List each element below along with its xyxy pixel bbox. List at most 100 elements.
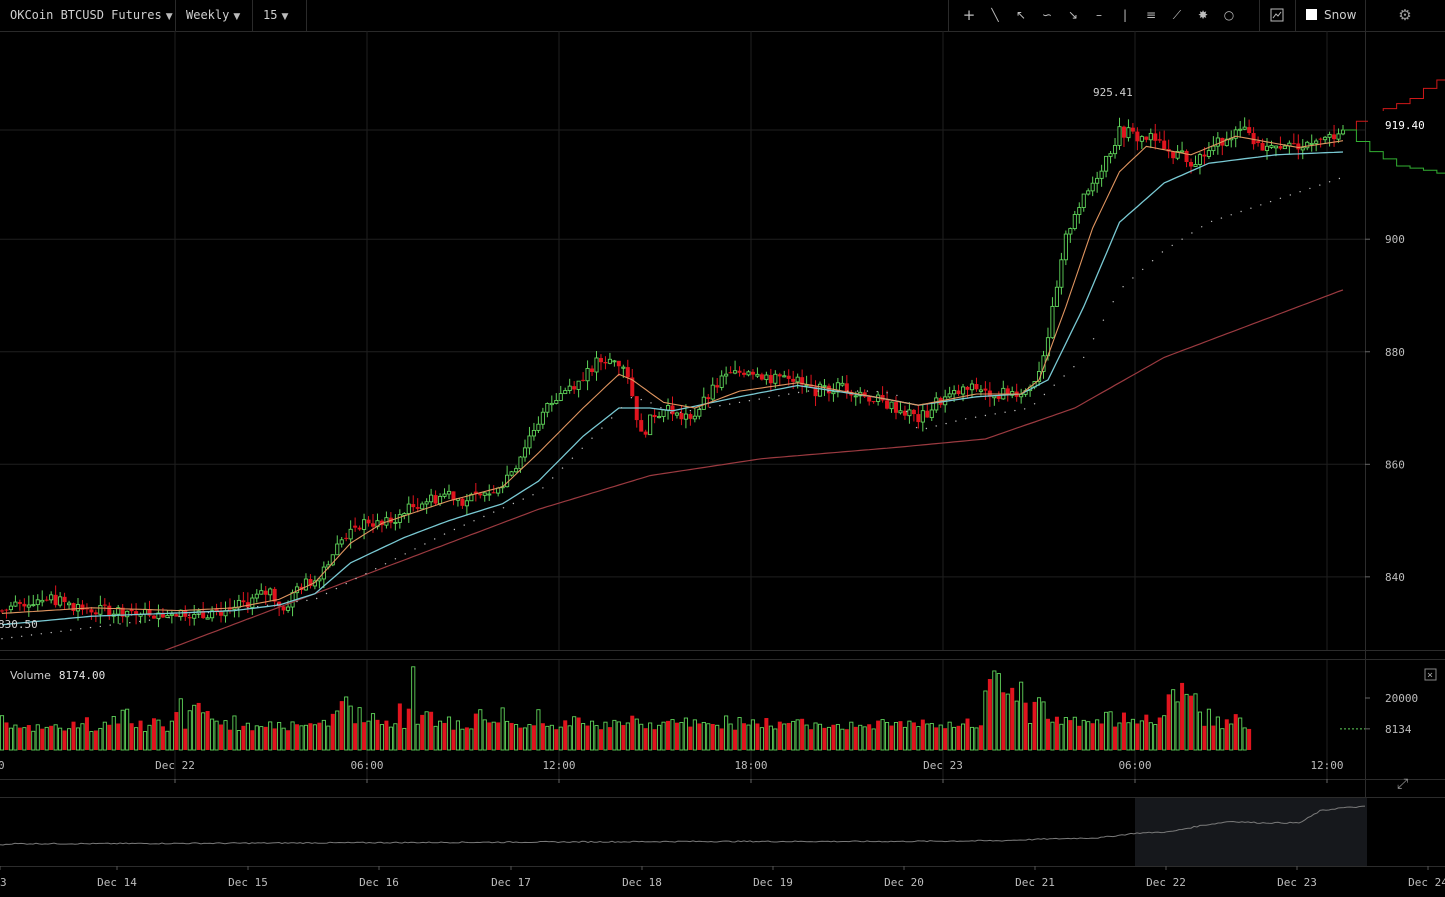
volume-bar[interactable]: [929, 723, 934, 751]
volume-bar[interactable]: [223, 720, 228, 751]
volume-bar[interactable]: [1028, 723, 1033, 751]
volume-bar[interactable]: [98, 727, 103, 751]
volume-bar[interactable]: [987, 679, 992, 750]
volume-bar[interactable]: [527, 724, 532, 751]
volume-bar[interactable]: [478, 709, 483, 751]
volume-bar[interactable]: [317, 722, 322, 750]
candle-body[interactable]: [362, 519, 367, 530]
candle-body[interactable]: [639, 420, 644, 432]
candle-body[interactable]: [759, 374, 764, 380]
volume-bar[interactable]: [464, 727, 469, 750]
candle-body[interactable]: [1291, 143, 1296, 145]
volume-bar[interactable]: [214, 720, 219, 751]
candle-body[interactable]: [536, 423, 541, 431]
candle-body[interactable]: [961, 386, 966, 395]
volume-bar[interactable]: [1019, 681, 1024, 751]
time-axis[interactable]: 0 Dec 22 06:00 12:00 18:00 Dec 23 06:00 12:00: [0, 759, 1344, 783]
volume-bar[interactable]: [393, 723, 398, 751]
candle-body[interactable]: [558, 393, 563, 401]
candle-body[interactable]: [585, 368, 590, 382]
vertical-line-icon[interactable]: |: [1122, 8, 1128, 22]
candle-body[interactable]: [867, 396, 872, 402]
volume-bar[interactable]: [183, 728, 188, 750]
volume-bar[interactable]: [733, 729, 738, 750]
candle-body[interactable]: [1305, 141, 1310, 149]
horizontal-line-icon[interactable]: –: [1096, 8, 1102, 22]
volume-bar[interactable]: [75, 727, 81, 751]
candle-body[interactable]: [66, 602, 72, 606]
volume-bar[interactable]: [817, 723, 823, 751]
volume-bar[interactable]: [965, 718, 970, 750]
candle-body[interactable]: [366, 519, 371, 524]
candle-body[interactable]: [947, 393, 952, 398]
candle-body[interactable]: [514, 468, 519, 473]
candle-body[interactable]: [415, 507, 420, 509]
volume-bar[interactable]: [321, 719, 326, 751]
volume-bar[interactable]: [1202, 725, 1207, 750]
candle-body[interactable]: [13, 601, 18, 607]
candle-body[interactable]: [1309, 142, 1314, 145]
volume-bar[interactable]: [379, 724, 385, 751]
candle-body[interactable]: [616, 360, 621, 367]
volume-bar[interactable]: [71, 721, 76, 750]
volume-bar[interactable]: [44, 726, 49, 751]
candle-body[interactable]: [697, 408, 702, 417]
volume-bar[interactable]: [1117, 722, 1122, 751]
candle-body[interactable]: [102, 604, 107, 606]
volume-bar[interactable]: [455, 720, 460, 751]
volume-bar[interactable]: [473, 713, 478, 750]
line-icon[interactable]: ╲: [991, 8, 999, 22]
volume-bar[interactable]: [907, 720, 912, 751]
snow-checkbox[interactable]: [1306, 9, 1317, 20]
candle-body[interactable]: [795, 376, 800, 383]
circle-icon[interactable]: ○: [1223, 8, 1235, 22]
candle-body[interactable]: [844, 383, 849, 392]
volume-bar[interactable]: [268, 721, 273, 751]
candle-body[interactable]: [442, 493, 447, 497]
candle-body[interactable]: [665, 405, 671, 411]
volume-bar[interactable]: [165, 730, 170, 751]
volume-bar[interactable]: [362, 722, 367, 750]
volume-bar[interactable]: [969, 726, 975, 751]
price-plot[interactable]: [0, 117, 1346, 712]
candle-body[interactable]: [134, 611, 139, 616]
candle-body[interactable]: [674, 412, 680, 416]
candle-body[interactable]: [22, 603, 27, 607]
candle-body[interactable]: [1300, 147, 1305, 151]
volume-bar[interactable]: [558, 726, 563, 751]
candle-body[interactable]: [1104, 155, 1109, 172]
candle-body[interactable]: [250, 597, 255, 608]
candle-body[interactable]: [116, 607, 121, 615]
volume-bar[interactable]: [0, 715, 5, 751]
candle-body[interactable]: [8, 605, 13, 611]
candle-body[interactable]: [1171, 151, 1176, 159]
volume-bar[interactable]: [210, 718, 215, 751]
volume-bar[interactable]: [1068, 720, 1073, 750]
volume-bar[interactable]: [254, 725, 259, 751]
volume-bar[interactable]: [1211, 725, 1216, 750]
volume-bar[interactable]: [697, 723, 702, 750]
volume-bar[interactable]: [370, 713, 376, 751]
candle-body[interactable]: [1144, 136, 1149, 140]
candle-body[interactable]: [353, 525, 358, 528]
volume-bar[interactable]: [58, 727, 63, 751]
candle-body[interactable]: [49, 594, 54, 601]
volume-bar[interactable]: [1157, 717, 1162, 751]
candle-body[interactable]: [1059, 259, 1064, 288]
candle-body[interactable]: [1157, 139, 1162, 141]
candle-body[interactable]: [335, 543, 340, 556]
volume-bar[interactable]: [791, 720, 796, 751]
volume-bar[interactable]: [719, 728, 724, 750]
volume-bar[interactable]: [201, 712, 206, 751]
volume-bar[interactable]: [862, 726, 867, 751]
volume-bar[interactable]: [858, 724, 863, 751]
volume-bar[interactable]: [1072, 716, 1077, 751]
volume-bar[interactable]: [102, 721, 107, 751]
volume-bar[interactable]: [996, 673, 1001, 751]
volume-bar[interactable]: [1113, 726, 1118, 750]
candle-body[interactable]: [1247, 127, 1252, 134]
volume-bar[interactable]: [755, 723, 760, 750]
candle-body[interactable]: [259, 590, 264, 595]
volume-bar[interactable]: [232, 715, 237, 751]
volume-bar[interactable]: [1014, 700, 1019, 751]
